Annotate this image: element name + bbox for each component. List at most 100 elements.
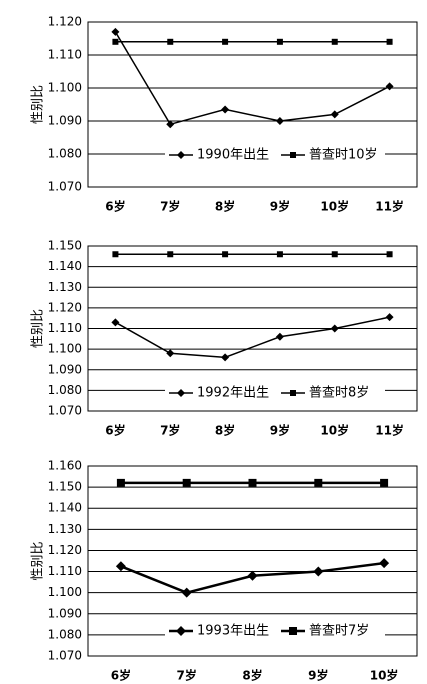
y-tick-label: 1.070: [48, 180, 82, 194]
legend-marker: [176, 626, 186, 636]
y-tick-label: 1.100: [48, 342, 82, 356]
y-tick-label: 1.090: [48, 114, 82, 128]
point: [112, 251, 119, 258]
y-tick-label: 1.140: [48, 501, 82, 515]
point: [385, 313, 394, 322]
point: [166, 120, 175, 129]
legend-marker: [290, 390, 296, 396]
legend-marker: [177, 389, 185, 397]
y-tick-label: 1.080: [48, 627, 82, 641]
point: [116, 478, 125, 487]
point: [385, 82, 394, 91]
y-tick-label: 1.110: [48, 564, 82, 578]
x-tick-label: 10岁: [320, 199, 349, 214]
y-tick-label: 1.150: [48, 480, 82, 494]
x-tick-label: 7岁: [160, 199, 180, 214]
point: [167, 251, 174, 258]
x-tick-label: 9岁: [308, 668, 328, 683]
y-tick-label: 1.120: [48, 543, 82, 557]
y-axis-label: 性别比: [31, 541, 46, 580]
point: [221, 105, 230, 114]
point: [386, 38, 393, 45]
y-tick-label: 1.080: [48, 383, 82, 397]
y-tick-label: 1.070: [48, 404, 82, 418]
legend-label: 1990年出生: [197, 148, 269, 163]
y-tick-label: 1.130: [48, 280, 82, 294]
y-tick-label: 1.100: [48, 81, 82, 95]
point: [331, 38, 338, 45]
point: [111, 318, 120, 327]
x-tick-label: 9岁: [270, 423, 290, 438]
legend-box: [165, 384, 385, 402]
point: [275, 332, 284, 341]
y-axis-label: 性别比: [31, 85, 46, 124]
y-tick-label: 1.140: [48, 259, 82, 273]
x-tick-label: 10岁: [320, 423, 349, 438]
legend-marker: [289, 627, 297, 635]
point: [380, 478, 389, 487]
legend-label: 1992年出生: [197, 386, 269, 401]
point: [275, 117, 284, 125]
x-tick-label: 6岁: [105, 199, 125, 214]
y-tick-label: 1.090: [48, 606, 82, 620]
x-tick-label: 8岁: [242, 668, 262, 683]
legend-marker: [177, 151, 185, 159]
point: [314, 478, 323, 487]
x-tick-label: 9岁: [270, 199, 290, 214]
point: [166, 349, 175, 358]
legend-marker: [290, 152, 296, 158]
point: [248, 478, 257, 487]
series-line: [114, 31, 390, 126]
point: [181, 587, 192, 598]
plot-frame: [87, 21, 418, 188]
point: [247, 570, 258, 581]
y-tick-label: 1.100: [48, 585, 82, 599]
series-line: [115, 316, 390, 359]
point: [222, 38, 229, 45]
y-tick-label: 1.160: [48, 459, 82, 473]
point: [313, 566, 324, 577]
y-tick-label: 1.070: [48, 649, 82, 663]
y-axis-label: 性别比: [31, 309, 46, 348]
plot-frame: [87, 245, 418, 412]
y-tick-label: 1.110: [48, 321, 82, 335]
x-tick-label: 8岁: [215, 423, 235, 438]
y-tick-label: 1.090: [48, 362, 82, 376]
legend-box: [165, 622, 385, 640]
y-tick-label: 1.120: [48, 15, 82, 29]
legend-label: 普查时8岁: [309, 386, 369, 401]
legend-label: 普查时7岁: [309, 624, 369, 639]
point: [330, 110, 339, 119]
point: [221, 353, 230, 362]
point: [111, 27, 120, 36]
point: [276, 38, 283, 45]
legend-label: 普查时10岁: [309, 148, 378, 163]
plot-frame: [87, 465, 418, 657]
y-tick-label: 1.150: [48, 239, 82, 253]
x-tick-label: 7岁: [160, 423, 180, 438]
point: [379, 558, 390, 569]
x-tick-label: 10岁: [370, 668, 399, 683]
point: [331, 251, 338, 258]
point: [115, 561, 126, 572]
x-tick-label: 11岁: [375, 199, 404, 214]
point: [276, 251, 283, 258]
point: [386, 251, 393, 258]
point: [112, 38, 119, 45]
x-tick-label: 6岁: [105, 423, 125, 438]
x-tick-label: 11岁: [375, 423, 404, 438]
x-tick-label: 6岁: [111, 668, 131, 683]
y-tick-label: 1.080: [48, 147, 82, 161]
legend-label: 1993年出生: [197, 624, 269, 639]
y-tick-label: 1.130: [48, 522, 82, 536]
point: [330, 324, 339, 333]
legend-box: [165, 146, 385, 164]
x-tick-label: 8岁: [215, 199, 235, 214]
y-tick-label: 1.110: [48, 48, 82, 62]
x-tick-label: 7岁: [177, 668, 197, 683]
point: [182, 478, 191, 487]
y-tick-label: 1.120: [48, 300, 82, 314]
point: [222, 251, 229, 258]
point: [167, 38, 174, 45]
